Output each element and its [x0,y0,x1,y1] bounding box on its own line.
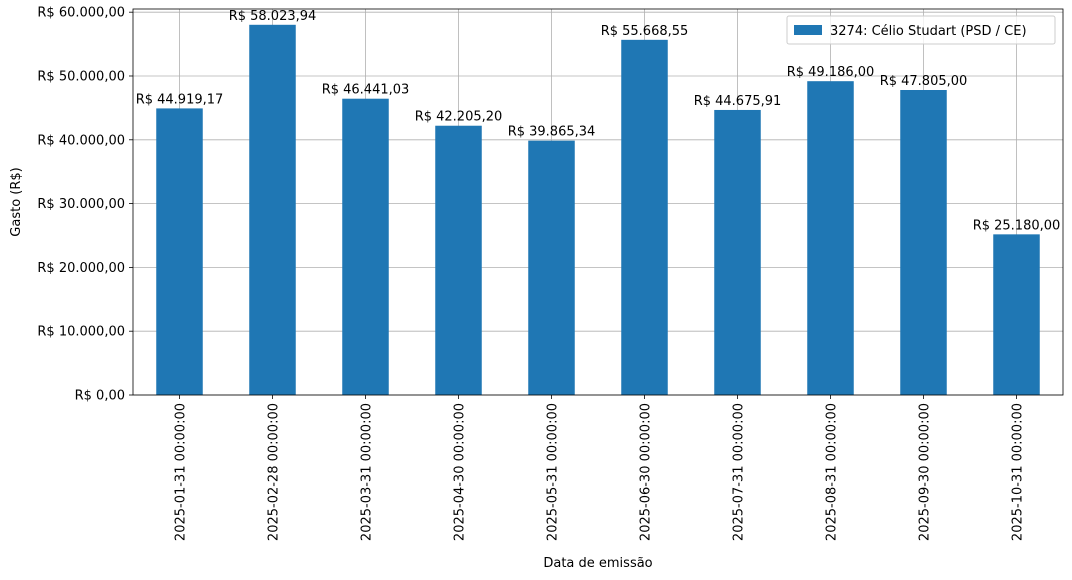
y-tick-label: R$ 10.000,00 [37,325,125,340]
bar [993,234,1040,395]
bars [156,24,1040,396]
bar-value-label: R$ 58.023,94 [229,9,317,24]
y-axis-ticks: R$ 0,00 R$ 10.000,00 R$ 20.000,00 R$ 30.000… [37,6,133,404]
bar-value-label: R$ 42.205,20 [415,110,503,125]
y-tick-label: R$ 40.000,00 [37,133,125,148]
y-axis-label: Gasto (R$) [9,167,24,236]
bar-value-label: R$ 46.441,03 [322,83,410,98]
bar-value-label: R$ 44.919,17 [136,92,224,107]
x-tick-label: 2025-01-31 00:00:00 [174,403,189,541]
y-tick-label: R$ 20.000,00 [37,261,125,276]
x-tick-label: 2025-09-30 00:00:00 [918,403,933,541]
y-tick-label: R$ 60.000,00 [37,6,125,21]
bar [435,125,482,395]
legend-box [786,15,1056,45]
bar [714,109,761,395]
bar [249,24,296,396]
x-tick-label: 2025-10-31 00:00:00 [1011,403,1026,541]
bar-value-labels: R$ 44.919,17 R$ 58.023,94 R$ 46.441,03 R$ 4… [136,9,1061,234]
x-tick-label: 2025-03-31 00:00:00 [360,403,375,541]
x-tick-label: 2025-07-31 00:00:00 [732,403,747,541]
axes-frame [132,8,1064,396]
y-tick-label: R$ 0,00 [75,389,125,404]
bar [342,98,389,396]
x-tick-label: 2025-02-28 00:00:00 [267,403,282,541]
bar-value-label: R$ 25.180,00 [973,218,1061,233]
bar-value-label: R$ 49.186,00 [787,65,875,80]
bar [156,108,203,396]
bar-value-label: R$ 39.865,34 [508,125,596,140]
bar [900,89,947,395]
x-tick-label: 2025-04-30 00:00:00 [453,403,468,541]
legend-entry: 3274: Célio Studart (PSD / CE) [830,24,1027,39]
bar [621,39,668,396]
bar [807,81,854,396]
legend: 3274: Célio Studart (PSD / CE) [786,15,1056,45]
legend-swatch [794,25,822,35]
y-tick-label: R$ 30.000,00 [37,197,125,212]
x-tick-label: 2025-06-30 00:00:00 [639,403,654,541]
x-axis-label: Data de emissão [543,556,652,571]
x-axis-ticks: 2025-01-31 00:00:00 2025-02-28 00:00:00 20… [174,395,1026,541]
plot-frame [132,8,1064,396]
y-tick-label: R$ 50.000,00 [37,69,125,84]
x-tick-label: 2025-08-31 00:00:00 [825,403,840,541]
bar-value-label: R$ 55.668,55 [601,24,689,39]
x-tick-label: 2025-05-31 00:00:00 [546,403,561,541]
bar-value-label: R$ 47.805,00 [880,74,968,89]
bar [528,140,575,395]
bar-value-label: R$ 44.675,91 [694,94,782,109]
